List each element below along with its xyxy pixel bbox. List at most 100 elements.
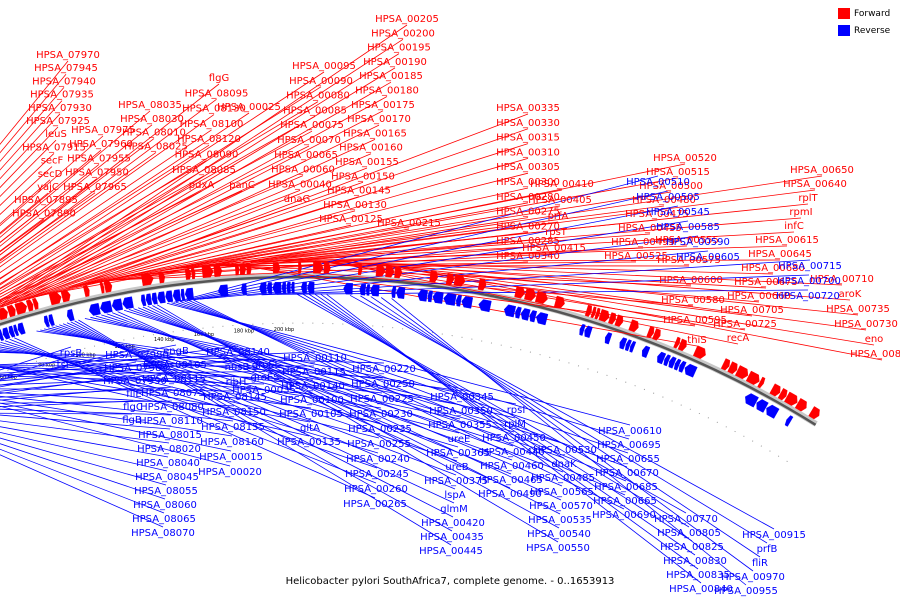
reverse-gene — [427, 290, 433, 303]
reverse-gene — [678, 360, 687, 373]
reverse-gene — [286, 281, 291, 294]
reverse-label: HPSA_00830 — [663, 556, 727, 567]
reverse-gene — [241, 283, 247, 295]
reverse-label: HPSA_07980 — [105, 350, 169, 361]
reverse-label: groES — [250, 373, 279, 384]
reverse-connector — [314, 293, 696, 556]
reverse-connector — [261, 274, 810, 296]
forward-label: prfA — [548, 211, 569, 222]
forward-label: HPSA_08130 — [182, 104, 246, 115]
reverse-label: HPSA_00035 — [232, 385, 296, 396]
forward-connector — [242, 189, 816, 264]
forward-connector — [6, 110, 384, 306]
forward-label: HPSA_08085 — [172, 165, 236, 176]
forward-gene — [453, 274, 466, 287]
reverse-label: HPSA_08055 — [134, 486, 198, 497]
forward-connector — [84, 187, 529, 286]
forward-label: HPSA_00130 — [323, 200, 387, 211]
forward-gene — [201, 265, 214, 279]
reverse-gene — [673, 358, 682, 371]
forward-label: HPSA_00125 — [319, 214, 383, 225]
reverse-connector — [349, 294, 775, 530]
forward-gene — [246, 263, 252, 275]
forward-label: HPSA_00180 — [355, 86, 419, 97]
forward-connector — [14, 139, 376, 304]
forward-connector — [0, 175, 205, 290]
reverse-label: rpsB — [60, 348, 83, 359]
reverse-gene — [515, 306, 522, 319]
forward-label: panC — [229, 180, 255, 191]
forward-label: HPSA_00175 — [351, 100, 415, 111]
reverse-gene — [624, 339, 632, 352]
reverse-label: HPSA_00225 — [350, 394, 414, 405]
reverse-gene — [579, 323, 586, 336]
forward-label: HPSA_00065 — [274, 150, 338, 161]
forward-connector — [80, 172, 529, 287]
forward-connector — [0, 149, 102, 235]
reverse-gene — [663, 354, 671, 367]
forward-gene — [103, 280, 113, 293]
forward-connector — [175, 205, 665, 270]
forward-connector — [344, 261, 851, 301]
forward-label: HPSA_00640 — [783, 179, 847, 190]
reverse-label: tsf — [57, 360, 70, 371]
reverse-gene — [520, 308, 531, 321]
forward-connector — [0, 60, 69, 145]
forward-gene — [745, 370, 760, 385]
reverse-gene — [172, 289, 182, 302]
reverse-label: rpsI — [507, 405, 526, 416]
reverse-swatch — [838, 25, 850, 36]
forward-label: HPSA_07890 — [12, 208, 76, 219]
legend-reverse: Reverse — [838, 25, 890, 36]
forward-gene — [394, 266, 403, 279]
scale-tick-label: 200 kbp — [274, 327, 294, 333]
reverse-label: HPSA_00585 — [656, 222, 720, 233]
reverse-label: HPSA_00540 — [527, 529, 591, 540]
forward-connector — [0, 81, 392, 308]
forward-gene — [48, 292, 62, 306]
reverse-label: HPSA_08020 — [137, 444, 201, 455]
forward-label: HPSA_00275 — [496, 207, 560, 218]
forward-connector — [0, 166, 53, 216]
forward-gene — [652, 328, 661, 341]
forward-label: HPSA_00730 — [834, 319, 898, 330]
forward-gene — [99, 281, 105, 294]
reverse-connector — [302, 293, 690, 528]
reverse-label: fliR — [752, 558, 768, 569]
forward-label: HPSA_00155 — [335, 157, 399, 168]
reverse-label: HPSA_00825 — [660, 542, 724, 553]
forward-label: HPSA_00475 — [625, 209, 689, 220]
forward-gene — [808, 406, 820, 420]
reverse-label: HPSA_00435 — [420, 532, 484, 543]
forward-label: HPSA_08010 — [122, 128, 186, 139]
forward-connector — [206, 265, 690, 267]
forward-label: HPSA_00455 — [618, 223, 682, 234]
reverse-label: HPSA_07985 — [104, 363, 168, 374]
reverse-gene — [529, 310, 538, 323]
forward-connector — [27, 181, 364, 300]
forward-connector — [0, 71, 325, 286]
forward-connector — [0, 67, 396, 307]
reverse-connector — [0, 414, 171, 430]
reverse-gene — [307, 281, 315, 294]
reverse-label: HPSA_00265 — [343, 499, 407, 510]
forward-connector — [71, 143, 529, 288]
forward-connector — [0, 129, 212, 274]
forward-connector — [67, 128, 529, 289]
reverse-gene — [122, 296, 134, 310]
reverse-label: HPSA_00465 — [479, 475, 543, 486]
reverse-label: HPSA_00655 — [596, 454, 660, 465]
reverse-connector — [0, 400, 134, 408]
reverse-gene — [184, 287, 194, 300]
reverse-gene — [365, 284, 371, 296]
reverse-label: HPSA_00105 — [279, 409, 343, 420]
reverse-gene — [217, 284, 229, 297]
forward-gene — [158, 271, 166, 284]
reverse-connector — [0, 402, 232, 452]
forward-label: HPSA_08120 — [177, 134, 241, 145]
reverse-gene — [455, 294, 462, 307]
forward-connector — [0, 192, 49, 234]
reverse-label: HPSA_00140 — [281, 381, 345, 392]
forward-label: HPSA_00645 — [748, 249, 812, 260]
forward-label: HPSA_00025 — [217, 102, 281, 113]
